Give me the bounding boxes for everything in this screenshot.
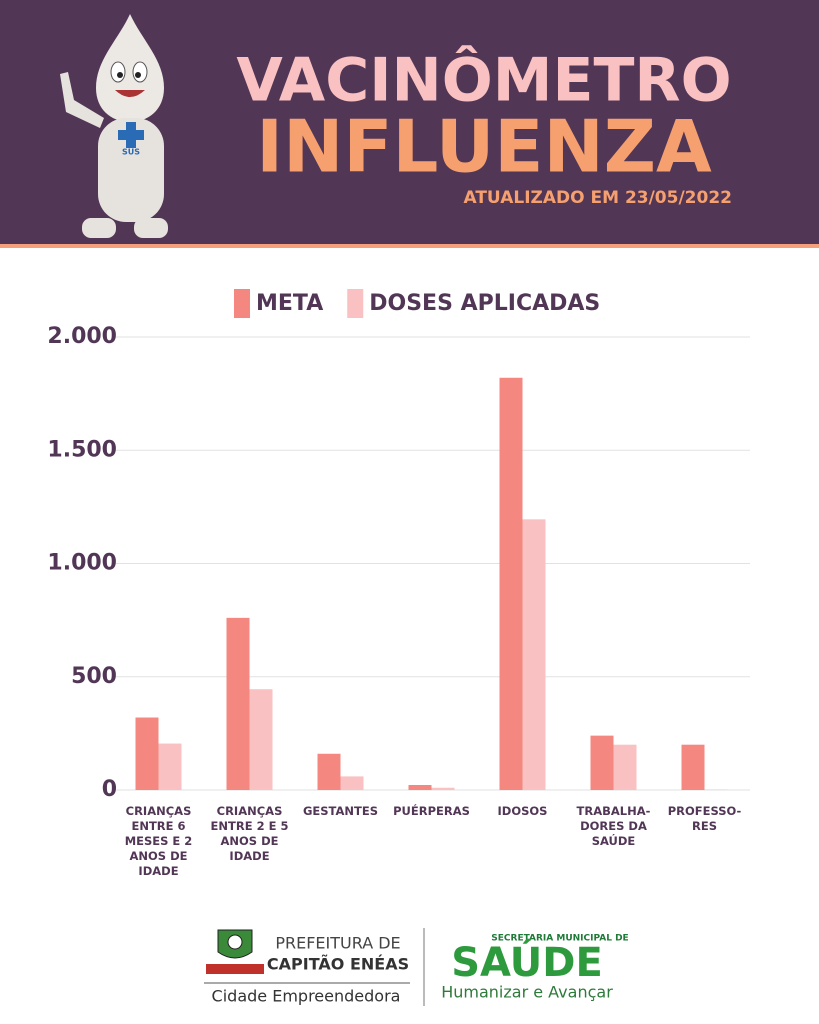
bar: [499, 377, 523, 790]
footer-right-title: SAÚDE: [451, 938, 603, 986]
bar: [158, 743, 182, 790]
header-rule: [0, 244, 819, 248]
badge: SUS: [122, 148, 140, 157]
updated-date: ATUALIZADO EM 23/05/2022: [464, 188, 733, 208]
x-tick-label: PROFESSO-RES: [667, 804, 742, 833]
y-tick-label: 1.500: [47, 437, 117, 462]
bar: [522, 519, 546, 790]
bar: [135, 717, 159, 790]
y-tick-label: 1.000: [47, 551, 117, 576]
bar: [431, 787, 455, 790]
x-tick-label: TRABALHA-DORES DA SAÚDE: [576, 804, 651, 848]
footer: PREFEITURA DE CAPITÃO ENÉAS Cidade Empre…: [204, 928, 629, 1006]
x-tick-label-box: CRIANÇAS ENTRE 2 E 5 ANOS DE IDADE: [210, 804, 289, 863]
y-tick-label: 0: [102, 777, 117, 802]
x-tick-label-box: CRIANÇAS ENTRE 6 MESES E 2 ANOS DE IDADE: [124, 804, 193, 878]
subtitle: INFLUENZA: [256, 105, 712, 189]
legend-label: DOSES APLICADAS: [369, 291, 600, 316]
bar: [226, 617, 250, 790]
y-tick-label: 2.000: [47, 324, 117, 349]
footer-right-top: SECRETARIA MUNICIPAL DE: [491, 934, 628, 944]
bar: [590, 735, 614, 790]
x-tick-label-box: GESTANTES: [302, 804, 379, 818]
bar: [681, 744, 705, 790]
footer-left-slogan: Cidade Empreendedora: [212, 987, 401, 1006]
bar: [340, 776, 364, 790]
title: VACINÔMETRO: [236, 45, 731, 116]
bar: [613, 744, 637, 790]
bar: [408, 785, 432, 790]
mascot: SUS: [60, 14, 168, 238]
x-tick-label-box: PUÉRPERAS: [393, 804, 470, 818]
x-tick-label-box: IDOSOS: [497, 804, 548, 818]
x-tick-label: PUÉRPERAS: [393, 804, 470, 818]
footer-left-line1: PREFEITURA DE: [275, 934, 400, 953]
x-tick-label: IDOSOS: [497, 804, 548, 818]
x-tick-label: GESTANTES: [302, 804, 379, 818]
legend-swatch: [234, 289, 250, 318]
footer-left-line2: CAPITÃO ENÉAS: [267, 955, 409, 974]
legend-swatch: [347, 289, 364, 318]
bar: [317, 753, 341, 790]
footer-right-slogan: Humanizar e Avançar: [441, 983, 613, 1002]
x-tick-label-box: TRABALHA-DORES DA SAÚDE: [576, 804, 651, 848]
x-tick-label-box: PROFESSO-RES: [667, 804, 742, 833]
bar: [249, 689, 273, 790]
y-tick-label: 500: [71, 664, 117, 689]
x-tick-label: CRIANÇAS ENTRE 6 MESES E 2 ANOS DE IDADE: [124, 804, 193, 878]
legend-label: META: [256, 291, 323, 316]
x-tick-label: CRIANÇAS ENTRE 2 E 5 ANOS DE IDADE: [210, 804, 289, 863]
